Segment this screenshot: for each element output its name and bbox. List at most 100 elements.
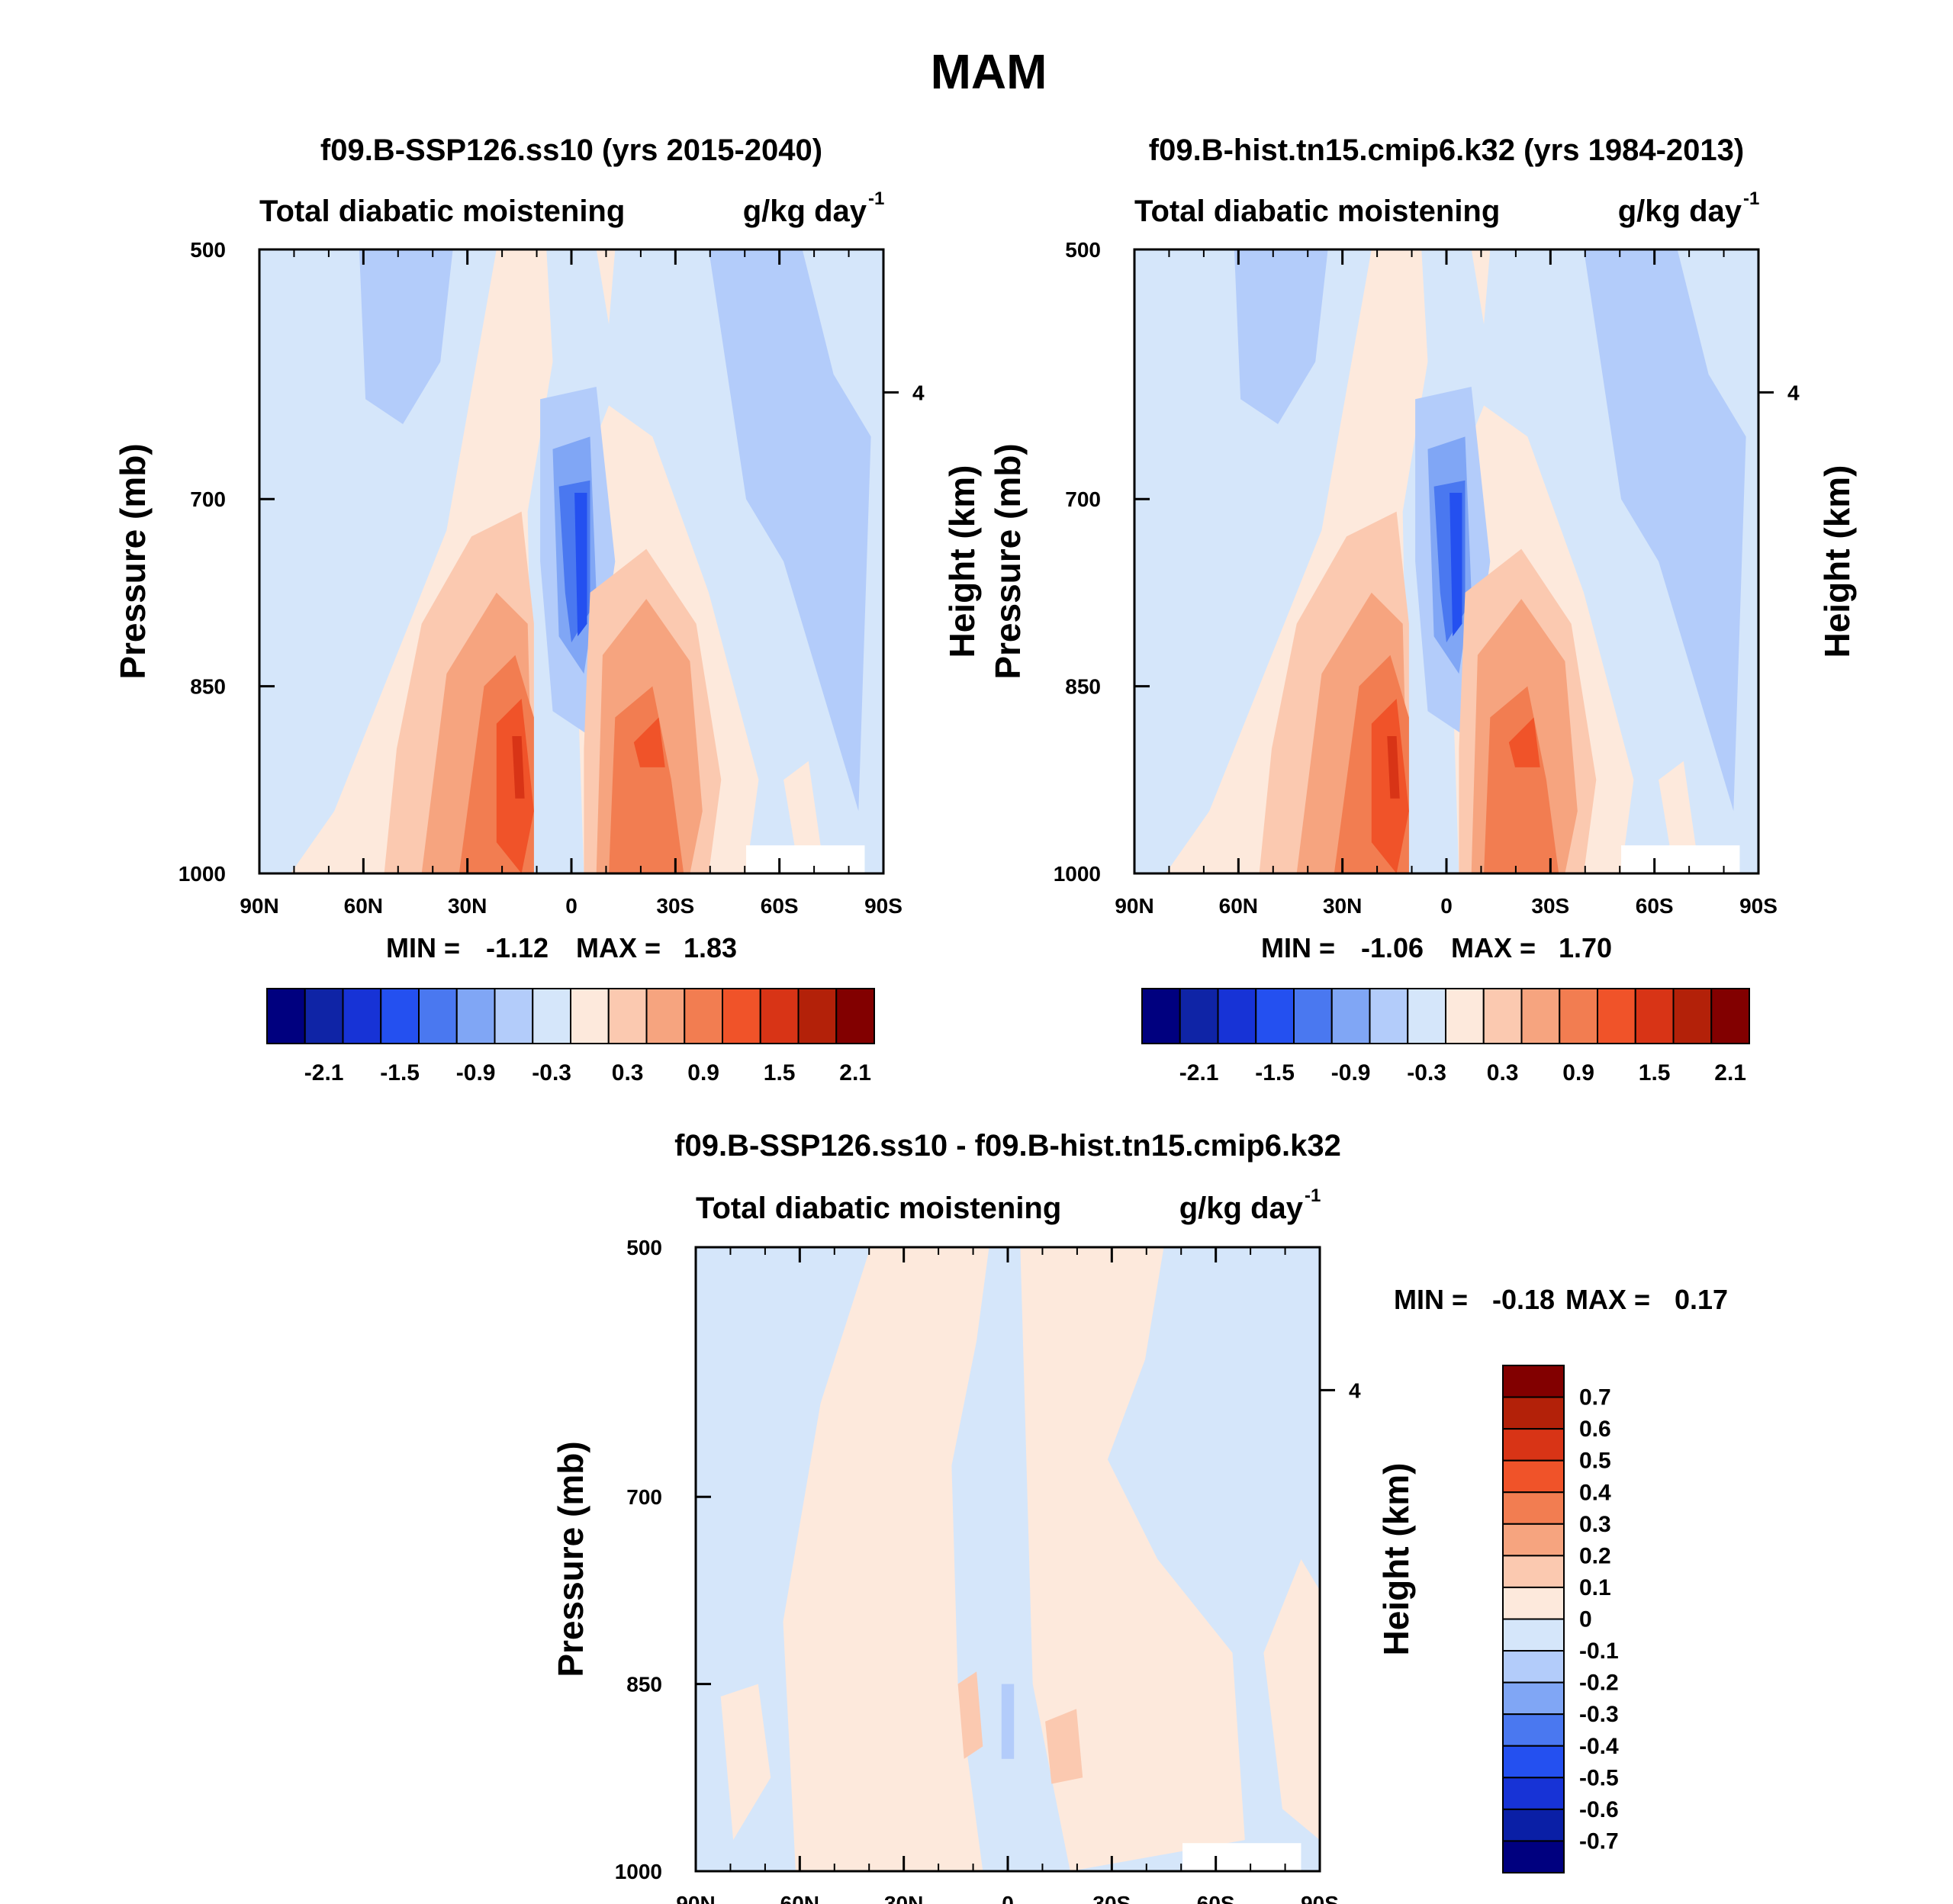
colorbar-swatch [835, 988, 875, 1044]
colorbar-label: 2.1 [1714, 1060, 1746, 1085]
x-tick-label: 0 [1002, 1892, 1014, 1904]
x-tick-label: 30N [1323, 894, 1362, 918]
contour-level [1001, 1684, 1015, 1759]
units-string: g/kg day [1618, 195, 1742, 228]
colorbar-label: 0.9 [687, 1060, 719, 1085]
contour-level [1584, 249, 1746, 812]
colorbar-label: 0 [1579, 1607, 1592, 1632]
colorbar-swatch [1502, 1618, 1565, 1652]
colorbar-swatch [759, 988, 800, 1044]
colorbar-swatch [570, 988, 610, 1044]
colorbar-label: -0.1 [1579, 1639, 1619, 1664]
colorbar-label: -0.3 [1407, 1060, 1446, 1085]
max-label: MAX = [1451, 932, 1536, 963]
colorbar-label: -0.2 [1579, 1671, 1619, 1696]
x-tick-label: 90S [864, 894, 902, 918]
x-tick-label: 60S [1197, 1892, 1235, 1904]
colorbar-swatch [1520, 988, 1561, 1044]
x-tick-label: 90N [1115, 894, 1153, 918]
colorbar-label: -2.1 [1179, 1060, 1219, 1085]
colorbar-swatch [1502, 1396, 1565, 1430]
min-label: MIN = [1261, 932, 1335, 963]
colorbar-swatch [1141, 988, 1181, 1044]
y-tick-label: 1000 [179, 862, 226, 886]
colorbar-swatch [1502, 1491, 1565, 1525]
y-tick-label: 1000 [615, 1860, 662, 1883]
colorbar-swatch [1445, 988, 1485, 1044]
x-tick-label: 60N [780, 1892, 819, 1904]
y-tick-label: 500 [626, 1236, 662, 1259]
colorbar-swatch [1179, 988, 1219, 1044]
contour-level [709, 249, 871, 812]
contour-level [1471, 249, 1491, 325]
colorbar-swatch [1502, 1681, 1565, 1716]
y2-axis-label: Height (km) [942, 465, 982, 658]
colorbar-swatch [607, 988, 648, 1044]
contour-level [720, 1684, 771, 1841]
y-tick-label: 850 [626, 1673, 662, 1697]
contour-level [633, 717, 665, 767]
figure-title: MAM [931, 44, 1047, 99]
colorbar-label: 0.9 [1562, 1060, 1594, 1085]
min-label: MIN = [386, 932, 460, 963]
max-label: MAX = [576, 932, 661, 963]
contour-level [1659, 761, 1697, 855]
contour-level [783, 761, 822, 855]
colorbar-swatch [1502, 1650, 1565, 1684]
x-tick-label: 60S [761, 894, 799, 918]
colorbar-swatch [684, 988, 723, 1044]
colorbar-swatch [1502, 1555, 1565, 1588]
left-string: Total diabatic moistening [1134, 195, 1500, 228]
y-tick-label: 850 [1065, 675, 1101, 699]
colorbar-swatch [1559, 988, 1598, 1044]
colorbar-swatch [1597, 988, 1636, 1044]
y-axis-label: Pressure (mb) [551, 1441, 590, 1677]
colorbar-swatch [304, 988, 344, 1044]
panel-title: f09.B-SSP126.ss10 (yrs 2015-2040) [320, 133, 822, 167]
y2-axis-label: Height (km) [1376, 1463, 1416, 1656]
contour-level [1484, 686, 1559, 873]
x-tick-label: 0 [565, 894, 578, 918]
units-exponent: -1 [1743, 188, 1759, 209]
colorbar: -2.1 -1.5 -0.9 -0.3 0.3 0.9 1.5 2.1 [1141, 988, 1750, 1085]
panel-title: f09.B-hist.tn15.cmip6.k32 (yrs 1984-2013… [1149, 133, 1744, 167]
colorbar-swatch [1502, 1586, 1565, 1620]
colorbar-swatch [455, 988, 496, 1044]
missing-data [1182, 1843, 1301, 1871]
colorbar-label: -0.4 [1579, 1734, 1619, 1759]
colorbar-swatch [722, 988, 761, 1044]
colorbar-label: 0.7 [1579, 1385, 1611, 1410]
contour-field [1134, 249, 1758, 873]
left-string: Total diabatic moistening [259, 195, 625, 228]
colorbar-label: 0.3 [612, 1060, 644, 1085]
colorbar-swatch [1502, 1459, 1565, 1494]
y-tick-label: 700 [190, 487, 226, 511]
colorbar-label: -2.1 [304, 1060, 344, 1085]
colorbar-swatch [1502, 1428, 1565, 1462]
colorbar-swatch [1502, 1523, 1565, 1557]
colorbar-label: 1.5 [764, 1060, 796, 1085]
y-tick-label: 1000 [1054, 862, 1101, 886]
x-tick-label: 30S [1092, 1892, 1131, 1904]
x-tick-label: 60S [1636, 894, 1674, 918]
contour-level [512, 736, 525, 799]
colorbar-swatch [1330, 988, 1371, 1044]
colorbar-label: 0.3 [1487, 1060, 1519, 1085]
panel-title: f09.B-SSP126.ss10 - f09.B-hist.tn15.cmip… [674, 1129, 1341, 1163]
min-label: MIN = [1394, 1284, 1468, 1315]
x-tick-label: 60N [344, 894, 383, 918]
x-tick-label: 60N [1219, 894, 1258, 918]
contour-level [1508, 717, 1540, 767]
colorbar-label: -0.3 [1579, 1702, 1619, 1727]
colorbar-label: 0.1 [1579, 1575, 1611, 1600]
colorbar-label: 2.1 [839, 1060, 871, 1085]
y-axis-label: Pressure (mb) [988, 443, 1028, 679]
colorbar-swatch [1502, 1777, 1565, 1810]
contour-level [609, 686, 684, 873]
colorbar-label: -1.5 [380, 1060, 420, 1085]
colorbar-swatch [1502, 1745, 1565, 1779]
y2-tick-label: 4 [1349, 1378, 1361, 1402]
max-value: 1.70 [1559, 932, 1612, 963]
colorbar-swatch [380, 988, 420, 1044]
contour-level [596, 249, 616, 325]
